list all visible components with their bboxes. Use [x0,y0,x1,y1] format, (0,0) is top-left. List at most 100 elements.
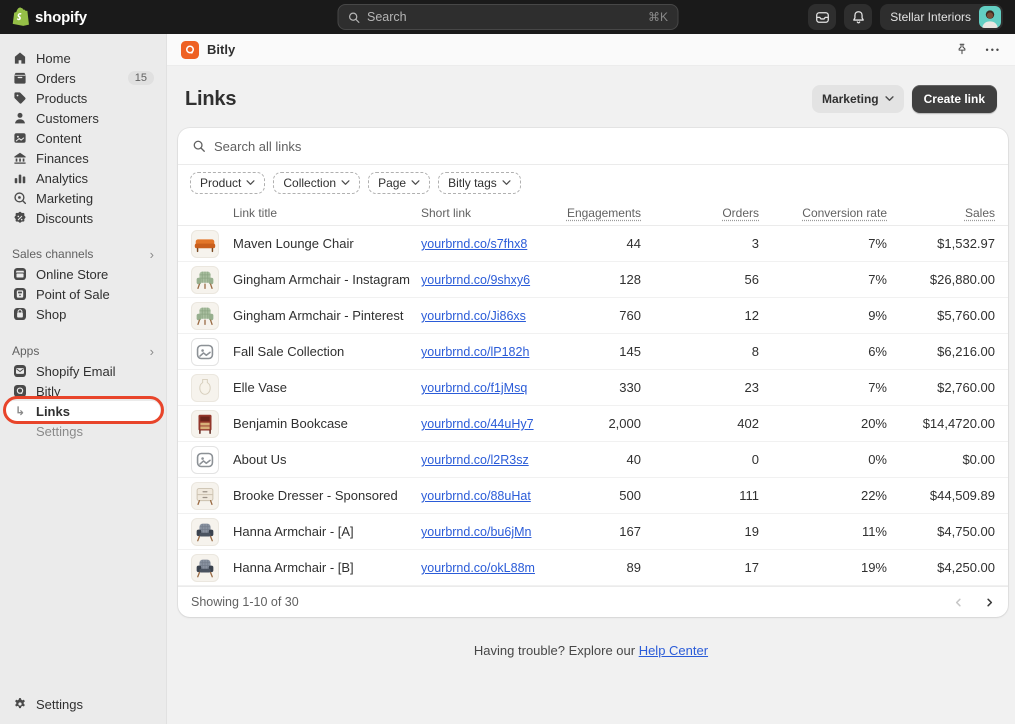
pagination-prev-button[interactable] [953,597,964,608]
column-engagements[interactable]: Engagements [566,206,641,220]
sidebar-item-label: Products [36,90,88,106]
account-menu[interactable]: Stellar Interiors [880,4,1003,30]
short-link[interactable]: yourbrnd.co/lP182h [421,345,530,359]
filter-bitly-tags[interactable]: Bitly tags [438,172,521,194]
apps-header[interactable]: Apps › [6,341,160,361]
orders-value: 111 [739,488,759,503]
sofa-icon [192,230,218,258]
orders-value: 12 [744,308,759,323]
sidebar-item-shop[interactable]: Shop [6,304,160,324]
short-link[interactable]: yourbrnd.co/bu6jMn [421,525,532,539]
sidebar-item-shopify-email[interactable]: Shopify Email [6,361,160,381]
sidebar-item-discounts[interactable]: Discounts [6,208,160,228]
pagination-next-button[interactable] [984,597,995,608]
create-link-button[interactable]: Create link [911,85,997,113]
search-shortcut-hint: ⌘K [647,10,668,24]
product-thumbnail [191,517,219,546]
sidebar: Home Orders 15 Products Customers Content… [0,34,167,724]
sidebar-item-home[interactable]: Home [6,48,160,68]
bell-icon [852,10,864,23]
shopify-logo[interactable]: shopify [12,7,87,27]
sidebar-item-bitly-links[interactable]: Links [6,401,160,421]
table-row[interactable]: Brooke Dresser - Sponsored yourbrnd.co/8… [178,478,1008,514]
sidebar-item-online-store[interactable]: Online Store [6,264,160,284]
sidebar-item-label: Home [36,50,71,66]
column-conversion-rate[interactable]: Conversion rate [802,206,887,220]
table-row[interactable]: About Us yourbrnd.co/l2R3sz 40 0 0% $0.0… [178,442,1008,478]
sidebar-item-products[interactable]: Products [6,88,160,108]
link-title: Gingham Armchair - Pinterest [233,308,404,323]
table-row[interactable]: Hanna Armchair - [A] yourbrnd.co/bu6jMn … [178,514,1008,550]
sidebar-item-content[interactable]: Content [6,128,160,148]
sidebar-item-label: Analytics [36,170,89,186]
short-link[interactable]: yourbrnd.co/44uHy7 [421,417,534,431]
short-link[interactable]: yourbrnd.co/l2R3sz [421,453,529,467]
filter-product[interactable]: Product [190,172,266,194]
filter-collection[interactable]: Collection [273,172,361,194]
short-link[interactable]: yourbrnd.co/88uHat [421,489,531,503]
sidebar-item-bitly[interactable]: Bitly [6,381,160,401]
sidebar-item-point-of-sale[interactable]: Point of Sale [6,284,160,304]
inbox-button[interactable] [808,4,837,30]
search-icon [348,12,359,23]
bookcase-icon [192,410,218,438]
sidebar-item-orders[interactable]: Orders 15 [6,68,160,88]
table-row[interactable]: Gingham Armchair - Instagram yourbrnd.co… [178,262,1008,298]
app-titlebar: Bitly [167,34,1015,66]
notifications-button[interactable] [844,4,873,30]
sidebar-item-analytics[interactable]: Analytics [6,168,160,188]
avatar [979,6,1001,28]
content-icon [12,130,28,146]
table-footer: Showing 1-10 of 30 [178,586,1008,617]
table-row[interactable]: Benjamin Bookcase yourbrnd.co/44uHy7 2,0… [178,406,1008,442]
sidebar-item-finances[interactable]: Finances [6,148,160,168]
sidebar-item-bitly-settings[interactable]: Settings [6,421,160,441]
global-search[interactable]: ⌘K [337,4,678,30]
short-link[interactable]: yourbrnd.co/9shxy6 [421,273,531,287]
table-row[interactable]: Hanna Armchair - [B] yourbrnd.co/okL88m … [178,550,1008,586]
global-search-input[interactable] [367,10,641,24]
column-sales[interactable]: Sales [964,206,995,220]
table-row[interactable]: Gingham Armchair - Pinterest yourbrnd.co… [178,298,1008,334]
sidebar-item-label: Online Store [36,266,109,282]
sales-channels-header[interactable]: Sales channels › [6,244,160,264]
help-center-link[interactable]: Help Center [638,643,709,658]
pin-icon[interactable] [954,42,970,58]
conversion-rate-value: 22% [860,488,887,503]
table-row[interactable]: Maven Lounge Chair yourbrnd.co/s7fhx8 44… [178,226,1008,262]
column-orders[interactable]: Orders [722,206,759,220]
sales-value: $26,880.00 [929,272,995,287]
link-title: Gingham Armchair - Instagram [233,272,411,287]
orders-value: 19 [744,524,759,539]
product-thumbnail [191,265,219,294]
pagination-summary: Showing 1-10 of 30 [191,595,299,609]
home-icon [12,50,28,66]
column-link-title: Link title [233,206,278,220]
short-link[interactable]: yourbrnd.co/f1jMsq [421,381,528,395]
link-title: Benjamin Bookcase [233,416,348,431]
vase-icon [192,374,218,402]
table-row[interactable]: Fall Sale Collection yourbrnd.co/lP182h … [178,334,1008,370]
product-thumbnail [191,553,219,582]
table-row[interactable]: Elle Vase yourbrnd.co/f1jMsq 330 23 7% $… [178,370,1008,406]
sales-channels-section: Sales channels › Online Store Point of Sa… [6,244,160,324]
table-header: Link title Short link Engagements Orders… [178,201,1008,226]
links-search-input[interactable] [214,138,994,154]
conversion-rate-value: 7% [868,272,887,287]
gear-icon [12,696,28,712]
more-options-icon[interactable] [986,45,1001,55]
short-link[interactable]: yourbrnd.co/s7fhx8 [421,237,528,251]
conversion-rate-value: 20% [860,416,887,431]
conversion-rate-value: 0% [868,452,887,467]
short-link[interactable]: yourbrnd.co/Ji86xs [421,309,526,323]
marketing-dropdown-button[interactable]: Marketing [811,85,904,113]
sidebar-item-settings[interactable]: Settings [6,694,160,714]
filter-page[interactable]: Page [368,172,431,194]
short-link[interactable]: yourbrnd.co/okL88m [421,561,535,575]
orders-value: 402 [737,416,759,431]
analytics-icon [12,170,28,186]
filters-row: Product Collection Page Bitly tags [178,165,1008,201]
engagements-value: 2,000 [608,416,641,431]
sidebar-item-customers[interactable]: Customers [6,108,160,128]
sidebar-item-marketing[interactable]: Marketing [6,188,160,208]
